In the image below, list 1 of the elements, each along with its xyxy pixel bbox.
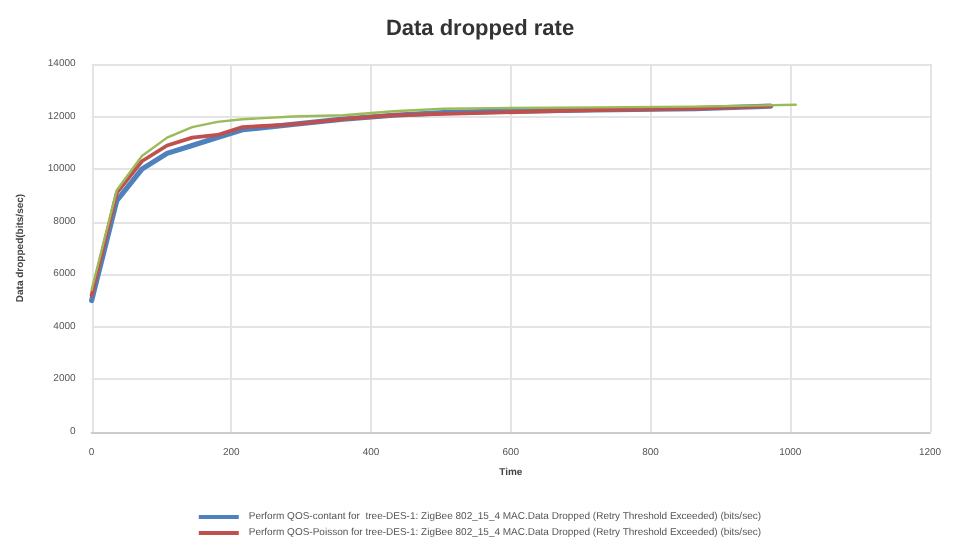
chart-title: Data dropped rate xyxy=(385,17,575,41)
